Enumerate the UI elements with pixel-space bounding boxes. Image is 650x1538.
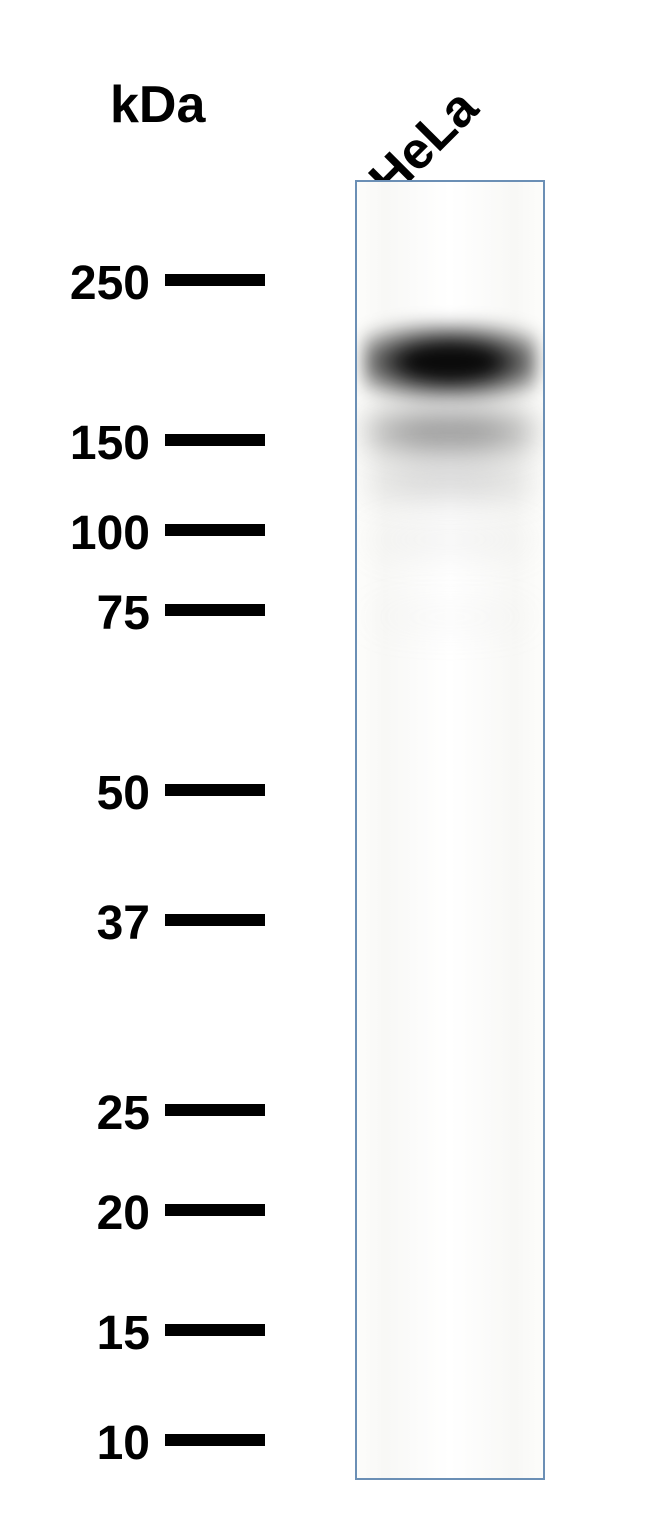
marker-tick-20 xyxy=(165,1204,265,1216)
marker-tick-37 xyxy=(165,914,265,926)
bands-container xyxy=(357,182,543,1478)
band-faint-band-150kda xyxy=(363,462,537,502)
marker-tick-10 xyxy=(165,1434,265,1446)
marker-tick-25 xyxy=(165,1104,265,1116)
marker-label-20: 20 xyxy=(30,1186,150,1241)
marker-label-250: 250 xyxy=(30,256,150,311)
marker-label-100: 100 xyxy=(30,506,150,561)
marker-label-75: 75 xyxy=(30,586,150,641)
marker-tick-250 xyxy=(165,274,265,286)
band-secondary-band-below-main xyxy=(363,402,537,462)
marker-label-37: 37 xyxy=(30,896,150,951)
kda-unit-label: kDa xyxy=(110,75,205,135)
marker-label-50: 50 xyxy=(30,766,150,821)
marker-tick-75 xyxy=(165,604,265,616)
marker-label-10: 10 xyxy=(30,1416,150,1471)
band-very-faint-75kda xyxy=(363,602,537,632)
marker-label-15: 15 xyxy=(30,1306,150,1361)
western-blot-figure: kDa HeLa 25015010075503725201510 xyxy=(0,0,650,1538)
marker-tick-100 xyxy=(165,524,265,536)
band-very-faint-100kda xyxy=(363,522,537,557)
marker-tick-150 xyxy=(165,434,265,446)
marker-tick-15 xyxy=(165,1324,265,1336)
marker-label-150: 150 xyxy=(30,416,150,471)
blot-lane-hela xyxy=(355,180,545,1480)
band-main-strong-band xyxy=(363,322,537,402)
marker-tick-50 xyxy=(165,784,265,796)
marker-label-25: 25 xyxy=(30,1086,150,1141)
